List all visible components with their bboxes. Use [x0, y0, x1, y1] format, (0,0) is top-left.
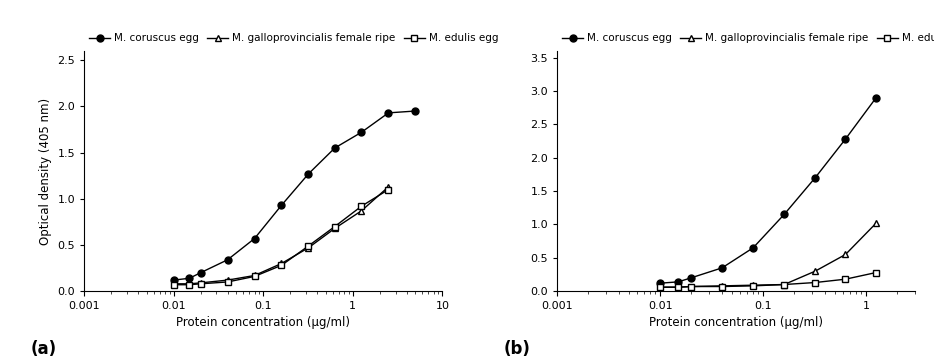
M. edulis egg: [276, 263, 287, 268]
M. edulis egg: [195, 282, 206, 286]
M. galloprovincialis female ripe: [184, 282, 195, 286]
M. edulis egg: [870, 270, 882, 275]
M. edulis egg: [383, 187, 394, 192]
X-axis label: Protein concentration (μg/ml): Protein concentration (μg/ml): [649, 316, 823, 329]
M. coruscus egg: [779, 212, 790, 217]
M. edulis egg: [222, 280, 234, 284]
M. coruscus egg: [249, 236, 261, 241]
M. coruscus egg: [184, 276, 195, 280]
M. galloprovincialis female ripe: [222, 278, 234, 282]
Line: M. galloprovincialis female ripe: M. galloprovincialis female ripe: [170, 183, 392, 287]
M. edulis egg: [716, 284, 728, 289]
Line: M. edulis egg: M. edulis egg: [657, 269, 880, 291]
M. edulis egg: [184, 282, 195, 287]
M. edulis egg: [655, 285, 666, 289]
M. coruscus egg: [716, 266, 728, 270]
M. galloprovincialis female ripe: [168, 282, 179, 286]
M. galloprovincialis female ripe: [329, 226, 340, 230]
M. galloprovincialis female ripe: [716, 284, 728, 288]
M. coruscus egg: [410, 109, 421, 113]
M. edulis egg: [747, 284, 758, 288]
Legend: M. coruscus egg, M. galloprovincialis female ripe, M. edulis egg: M. coruscus egg, M. galloprovincialis fe…: [90, 33, 499, 43]
X-axis label: Protein concentration (μg/ml): Protein concentration (μg/ml): [177, 316, 350, 329]
Text: (a): (a): [30, 340, 56, 359]
M. coruscus egg: [810, 175, 821, 180]
M. coruscus egg: [276, 203, 287, 207]
M. coruscus egg: [747, 246, 758, 250]
M. coruscus egg: [672, 280, 684, 284]
M. galloprovincialis female ripe: [672, 285, 684, 289]
M. galloprovincialis female ripe: [686, 284, 697, 289]
M. galloprovincialis female ripe: [383, 185, 394, 189]
M. galloprovincialis female ripe: [779, 282, 790, 287]
M. edulis egg: [686, 284, 697, 289]
M. coruscus egg: [870, 95, 882, 100]
M. coruscus egg: [222, 258, 234, 262]
M. edulis egg: [672, 285, 684, 289]
M. galloprovincialis female ripe: [195, 281, 206, 285]
M. coruscus egg: [356, 130, 367, 134]
M. galloprovincialis female ripe: [870, 221, 882, 225]
M. coruscus egg: [686, 276, 697, 280]
M. coruscus egg: [329, 146, 340, 150]
M. coruscus egg: [383, 111, 394, 115]
M. coruscus egg: [303, 172, 314, 176]
M. edulis egg: [779, 282, 790, 287]
M. galloprovincialis female ripe: [276, 261, 287, 266]
M. galloprovincialis female ripe: [655, 285, 666, 289]
Legend: M. coruscus egg, M. galloprovincialis female ripe, M. edulis egg: M. coruscus egg, M. galloprovincialis fe…: [562, 33, 934, 43]
Y-axis label: Optical density (405 nm): Optical density (405 nm): [38, 98, 51, 245]
M. galloprovincialis female ripe: [303, 246, 314, 250]
M. coruscus egg: [840, 137, 851, 141]
Line: M. edulis egg: M. edulis egg: [170, 186, 392, 288]
Line: M. coruscus egg: M. coruscus egg: [170, 107, 418, 284]
M. edulis egg: [356, 204, 367, 208]
M. coruscus egg: [195, 270, 206, 275]
M. galloprovincialis female ripe: [840, 252, 851, 257]
Text: (b): (b): [503, 340, 531, 359]
M. galloprovincialis female ripe: [249, 273, 261, 278]
M. coruscus egg: [655, 281, 666, 285]
M. edulis egg: [810, 280, 821, 285]
M. galloprovincialis female ripe: [810, 269, 821, 273]
M. coruscus egg: [168, 278, 179, 282]
Line: M. coruscus egg: M. coruscus egg: [657, 94, 880, 287]
M. edulis egg: [249, 274, 261, 278]
M. galloprovincialis female ripe: [747, 283, 758, 287]
M. edulis egg: [840, 277, 851, 281]
M. edulis egg: [168, 282, 179, 287]
M. edulis egg: [329, 224, 340, 229]
M. edulis egg: [303, 244, 314, 248]
Line: M. galloprovincialis female ripe: M. galloprovincialis female ripe: [657, 219, 880, 291]
M. galloprovincialis female ripe: [356, 209, 367, 213]
